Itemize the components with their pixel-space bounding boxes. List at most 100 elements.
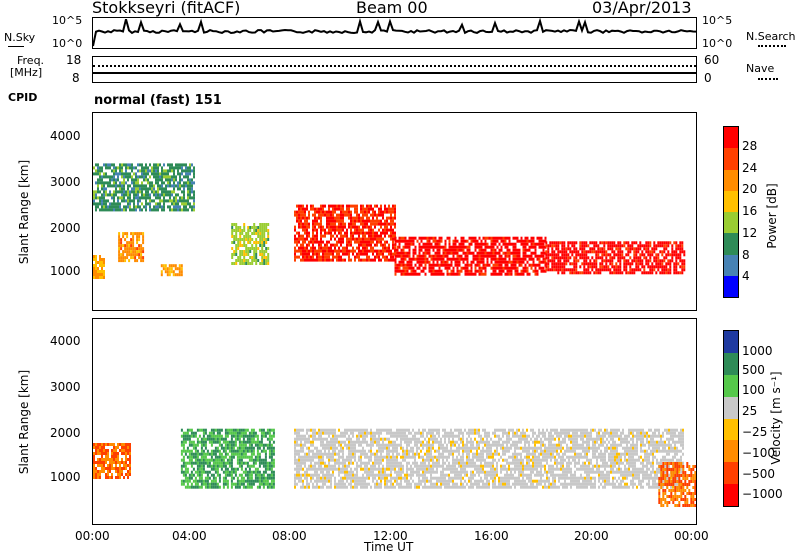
velocity-svg-cell	[364, 437, 366, 441]
power-svg-cell	[386, 246, 388, 250]
power-svg-cell	[518, 260, 521, 264]
power-svg-cell	[414, 251, 417, 255]
power-svg-cell	[547, 244, 550, 248]
velocity-svg-cell	[111, 461, 113, 464]
power-svg-cell	[101, 166, 103, 170]
power-svg-cell	[609, 244, 612, 248]
velocity-svg-cell	[308, 464, 310, 468]
power-svg-cell	[308, 222, 310, 226]
power-svg-cell	[380, 213, 382, 217]
power-svg-cell	[261, 232, 264, 235]
power-svg-cell	[143, 178, 145, 182]
power-svg-cell	[231, 223, 234, 226]
power-svg-cell	[683, 268, 686, 272]
power-svg-cell	[255, 244, 258, 247]
power-svg-cell	[338, 255, 340, 259]
velocity-svg-cell	[220, 461, 223, 465]
velocity-svg-cell	[296, 470, 298, 474]
power-svg-cell	[420, 254, 423, 258]
velocity-svg-cell	[216, 437, 219, 441]
power-svg-cell	[460, 239, 463, 243]
power-svg-cell	[583, 247, 586, 251]
power-svg-cell	[117, 196, 119, 200]
power-svg-cell	[99, 175, 101, 179]
power-svg-cell	[581, 262, 584, 266]
velocity-svg-cell	[308, 434, 310, 438]
power-svg-cell	[470, 239, 473, 243]
velocity-svg-cell	[93, 464, 95, 467]
power-svg-cell	[432, 245, 435, 249]
velocity-svg-cell	[123, 467, 125, 470]
velocity-svg-cell	[264, 431, 267, 435]
velocity-svg-cell	[348, 458, 350, 462]
power-svg-cell	[474, 242, 477, 246]
power-svg-cell	[348, 207, 350, 211]
velocity-svg-cell	[300, 476, 302, 480]
power-svg-cell	[251, 259, 254, 262]
power-svg-cell	[478, 236, 481, 240]
power-svg-cell	[155, 163, 157, 167]
power-svg-cell	[569, 241, 572, 245]
power-svg-cell	[120, 256, 123, 260]
power-svg-cell	[575, 256, 578, 260]
power-svg-cell	[237, 229, 240, 232]
power-svg-cell	[651, 262, 654, 266]
power-svg-cell	[166, 273, 169, 277]
power-svg-cell	[551, 250, 554, 254]
power-svg-cell	[304, 252, 306, 256]
velocity-svg-cell	[364, 479, 366, 483]
velocity-svg-cell	[214, 464, 217, 468]
power-svg-cell	[386, 210, 388, 214]
power-svg-cell	[308, 240, 310, 244]
velocity-svg-cell	[212, 440, 215, 444]
velocity-svg-cell	[378, 470, 380, 474]
power-svg-cell	[434, 272, 437, 276]
power-svg-cell	[579, 256, 582, 260]
power-svg-cell	[561, 262, 564, 266]
power-svg-cell	[296, 243, 298, 247]
velocity-svg-cell	[360, 431, 362, 435]
velocity-svg-cell	[242, 437, 245, 441]
velocity-svg-cell	[328, 455, 330, 459]
power-svg-cell	[382, 222, 384, 226]
power-svg-cell	[388, 234, 390, 238]
power-svg-cell	[138, 238, 141, 242]
power-svg-cell	[251, 247, 254, 250]
velocity-svg-cell	[310, 479, 312, 483]
velocity-svg-cell	[372, 434, 374, 438]
velocity-svg-cell	[434, 485, 436, 489]
power-svg-cell	[665, 262, 668, 266]
power-svg-cell	[136, 235, 139, 239]
velocity-svg-cell	[119, 461, 121, 464]
velocity-svg-cell	[314, 470, 316, 474]
velocity-svg-cell	[250, 464, 253, 468]
velocity-svg-cell	[328, 479, 330, 483]
power-svg-cell	[109, 163, 111, 167]
power-svg-cell	[589, 262, 592, 266]
velocity-svg-cell	[216, 485, 219, 489]
power-svg-cell	[553, 265, 556, 269]
power-svg-cell	[428, 266, 431, 270]
power-svg-cell	[382, 210, 384, 214]
power-svg-cell	[659, 262, 662, 266]
velocity-svg-cell	[326, 446, 328, 450]
velocity-svg-cell	[332, 428, 334, 432]
power-svg-cell	[665, 268, 668, 272]
power-svg-cell	[324, 234, 326, 238]
power-svg-cell	[661, 250, 664, 254]
velocity-svg-cell	[430, 479, 432, 483]
power-svg-cell	[573, 259, 576, 263]
power-svg-cell	[480, 257, 483, 261]
velocity-svg-cell	[244, 473, 247, 477]
power-svg-cell	[370, 240, 372, 244]
power-svg-cell	[538, 260, 541, 264]
power-svg-cell	[129, 199, 131, 203]
power-svg-cell	[671, 244, 674, 248]
power-svg-cell	[380, 243, 382, 247]
power-svg-cell	[308, 216, 310, 220]
velocity-svg-cell	[296, 458, 298, 462]
velocity-svg-cell	[182, 434, 185, 438]
velocity-svg-cell	[298, 458, 300, 462]
velocity-svg-cell	[398, 482, 400, 486]
power-svg-cell	[344, 222, 346, 226]
